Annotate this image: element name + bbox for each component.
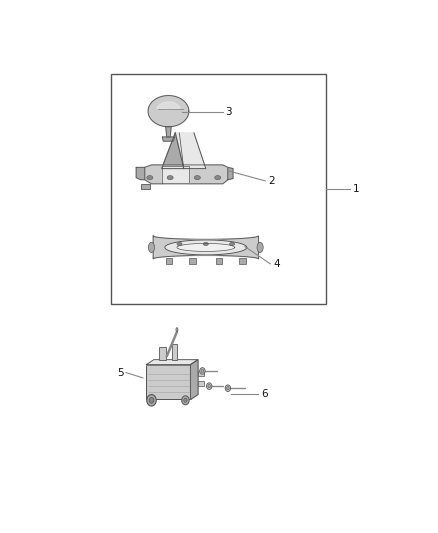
Polygon shape xyxy=(162,137,175,141)
Text: 3: 3 xyxy=(226,107,232,117)
Bar xyxy=(198,381,204,386)
Ellipse shape xyxy=(194,175,200,180)
Ellipse shape xyxy=(148,243,155,253)
Bar xyxy=(111,74,326,304)
Ellipse shape xyxy=(208,384,211,388)
Bar xyxy=(166,258,173,264)
Polygon shape xyxy=(191,360,198,399)
Ellipse shape xyxy=(215,175,221,180)
Text: 1: 1 xyxy=(353,184,360,194)
Polygon shape xyxy=(162,166,189,183)
Ellipse shape xyxy=(149,398,154,403)
Ellipse shape xyxy=(206,383,212,390)
Polygon shape xyxy=(146,360,198,365)
Bar xyxy=(215,258,223,264)
Ellipse shape xyxy=(200,368,205,374)
Polygon shape xyxy=(162,133,184,168)
Ellipse shape xyxy=(147,394,156,406)
Ellipse shape xyxy=(176,328,178,332)
Polygon shape xyxy=(177,244,235,252)
Ellipse shape xyxy=(182,396,189,405)
Polygon shape xyxy=(228,167,233,180)
Bar xyxy=(141,184,150,189)
Ellipse shape xyxy=(184,398,187,402)
Text: 4: 4 xyxy=(273,259,279,269)
Bar xyxy=(159,346,166,360)
Polygon shape xyxy=(145,165,228,184)
Ellipse shape xyxy=(177,243,182,246)
Bar xyxy=(189,258,196,264)
Polygon shape xyxy=(157,102,180,110)
Bar xyxy=(198,371,204,376)
Ellipse shape xyxy=(257,243,263,253)
Ellipse shape xyxy=(225,385,230,391)
Ellipse shape xyxy=(226,386,229,390)
Polygon shape xyxy=(153,236,258,259)
Text: 5: 5 xyxy=(117,368,124,377)
Ellipse shape xyxy=(230,243,235,246)
Polygon shape xyxy=(166,127,171,137)
Polygon shape xyxy=(175,133,206,168)
Ellipse shape xyxy=(167,175,173,180)
Bar xyxy=(239,258,246,264)
Bar xyxy=(172,344,177,360)
Text: 6: 6 xyxy=(261,389,268,399)
Text: 2: 2 xyxy=(268,176,275,186)
Bar xyxy=(146,365,191,399)
Polygon shape xyxy=(165,240,247,255)
Ellipse shape xyxy=(147,175,153,180)
Polygon shape xyxy=(148,95,189,127)
Polygon shape xyxy=(136,167,145,180)
Ellipse shape xyxy=(201,369,204,373)
Ellipse shape xyxy=(203,243,208,246)
